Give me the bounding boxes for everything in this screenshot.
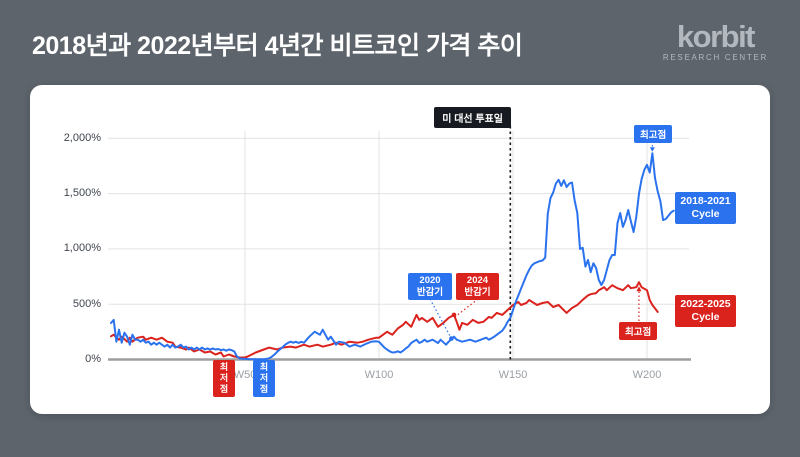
low-label-text: 최저점 bbox=[219, 362, 229, 394]
halving-2024-label: 2024 반감기 bbox=[456, 273, 499, 300]
x-axis-tick-label: W50 bbox=[233, 369, 257, 381]
y-axis-tick-label: 2,000% bbox=[63, 132, 101, 144]
page-title: 2018년과 2022년부터 4년간 비트코인 가격 추이 bbox=[32, 32, 523, 60]
legend-2018-2021-cycle: 2018-2021 Cycle bbox=[675, 192, 736, 224]
halving-2020-marker bbox=[449, 336, 454, 341]
legend-2022-2025-cycle: 2022-2025 Cycle bbox=[675, 295, 736, 327]
peak-label-2022-cycle: 최고점 bbox=[619, 322, 658, 340]
halving-2024-marker bbox=[451, 312, 457, 318]
y-axis-tick-label: 1,500% bbox=[63, 187, 101, 199]
chart-card: 0% 500% 1,000% 1,500% 2,000% W50 W100 W1… bbox=[30, 85, 770, 414]
halving-2024-connector bbox=[454, 298, 479, 318]
low-label-2018-cycle: 최저점 bbox=[253, 360, 275, 397]
halving-2020-label: 2020 반감기 bbox=[408, 273, 452, 300]
x-axis-tick-label: W200 bbox=[632, 369, 662, 381]
korbit-logo-subtext: RESEARCH CENTER bbox=[662, 53, 768, 62]
election-day-label: 미 대선 투표일 bbox=[434, 107, 511, 128]
low-label-2022-cycle: 최저점 bbox=[213, 360, 235, 397]
korbit-logo-text: korbit bbox=[676, 19, 756, 54]
y-axis-tick-label: 1,000% bbox=[63, 242, 101, 254]
halving-2020-connector bbox=[429, 298, 451, 337]
price-trend-chart bbox=[108, 126, 691, 361]
x-axis-tick-label: W100 bbox=[364, 369, 394, 381]
series-line-2018-2021-cycle bbox=[110, 152, 675, 361]
series-line-2022-2025-cycle bbox=[110, 281, 659, 359]
y-axis-tick-label: 0% bbox=[85, 353, 101, 365]
peak-label-2018-cycle: 최고점 bbox=[634, 125, 673, 143]
peak-arrowhead-2022 bbox=[636, 286, 642, 292]
peak-arrowhead-2018 bbox=[649, 147, 655, 152]
x-axis-tick-label: W150 bbox=[498, 369, 528, 381]
y-axis-tick-label: 500% bbox=[72, 298, 101, 310]
header: 2018년과 2022년부터 4년간 비트코인 가격 추이 korbit RES… bbox=[0, 0, 800, 85]
korbit-logo: korbit RESEARCH CENTER bbox=[662, 19, 768, 62]
low-label-text: 최저점 bbox=[259, 362, 269, 394]
